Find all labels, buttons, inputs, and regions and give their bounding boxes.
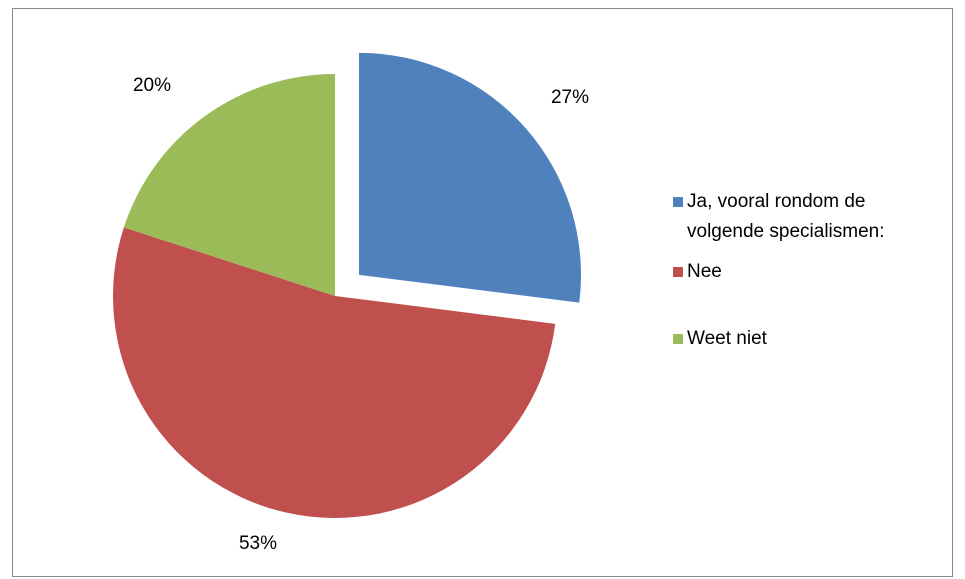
legend-label-nee: Nee xyxy=(687,261,722,282)
pie-slices xyxy=(112,52,582,519)
pie-slice-ja[interactable] xyxy=(359,52,582,303)
legend: Ja, vooral rondom de volgende specialism… xyxy=(673,187,943,354)
data-label-ja: 27% xyxy=(551,87,589,108)
legend-swatch-weet-niet xyxy=(673,334,683,344)
legend-item-nee[interactable]: Nee xyxy=(673,257,943,287)
legend-item-weet-niet[interactable]: Weet niet xyxy=(673,324,943,354)
legend-item-ja[interactable]: Ja, vooral rondom de volgende specialism… xyxy=(673,187,943,247)
data-label-nee: 53% xyxy=(239,533,277,554)
legend-swatch-nee xyxy=(673,267,683,277)
legend-swatch-ja xyxy=(673,197,683,207)
pie-slice-nee[interactable] xyxy=(112,227,556,519)
data-label-weet-niet: 20% xyxy=(133,75,171,96)
pie-data-labels: 27% 53% 20% xyxy=(133,75,589,554)
pie-slice-weet-niet[interactable] xyxy=(123,74,336,296)
legend-label-ja: Ja, vooral rondom de volgende specialism… xyxy=(687,191,885,242)
legend-label-weet-niet: Weet niet xyxy=(687,328,767,349)
